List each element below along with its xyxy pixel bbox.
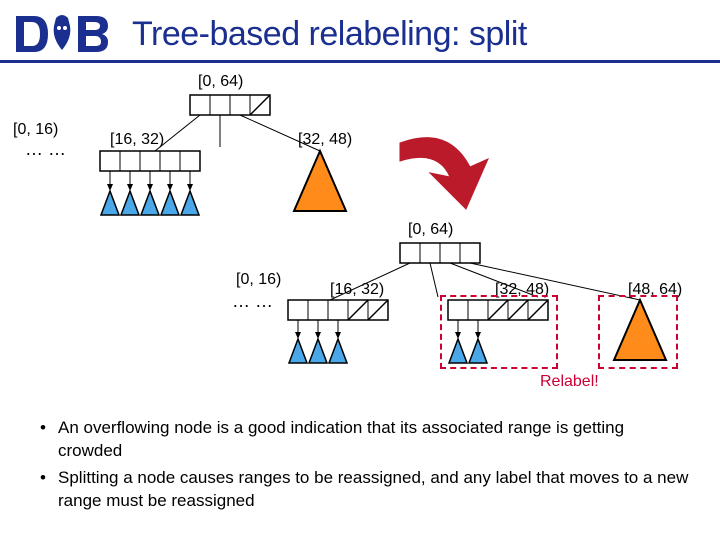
duke-logo: [12, 8, 112, 60]
dots-2: … …: [232, 291, 273, 312]
upper-16-32-node: [100, 151, 200, 215]
dots-1: … …: [25, 139, 66, 160]
label-0-16: [0, 16): [13, 121, 58, 139]
bullet-1: An overflowing node is a good indication…: [40, 417, 690, 463]
label-root2: [0, 64): [408, 221, 453, 239]
relabel-box-2: [598, 295, 678, 369]
label-r0-16: [0, 16): [236, 271, 281, 289]
label-root1: [0, 64): [198, 73, 243, 91]
slide-title: Tree-based relabeling: split: [132, 15, 527, 54]
upper-32-48-tri: [294, 151, 346, 211]
label-32-48: [32, 48): [298, 131, 352, 149]
upper-root-node: [155, 95, 320, 151]
diagram: [0, 64) [0, 16) … … [16, 32) [32, 48) [0…: [0, 63, 720, 413]
label-16-32: [16, 32): [110, 131, 164, 149]
relabel-box-1: [440, 295, 558, 369]
bullet-2: Splitting a node causes ranges to be rea…: [40, 467, 690, 513]
split-arrow-icon: [400, 138, 488, 209]
lower-16-32-node: [288, 300, 388, 363]
label-r16-32: [16, 32): [330, 281, 384, 299]
header: Tree-based relabeling: split: [0, 0, 720, 63]
relabel-text: Relabel!: [540, 373, 599, 391]
bullet-list: An overflowing node is a good indication…: [0, 413, 720, 513]
